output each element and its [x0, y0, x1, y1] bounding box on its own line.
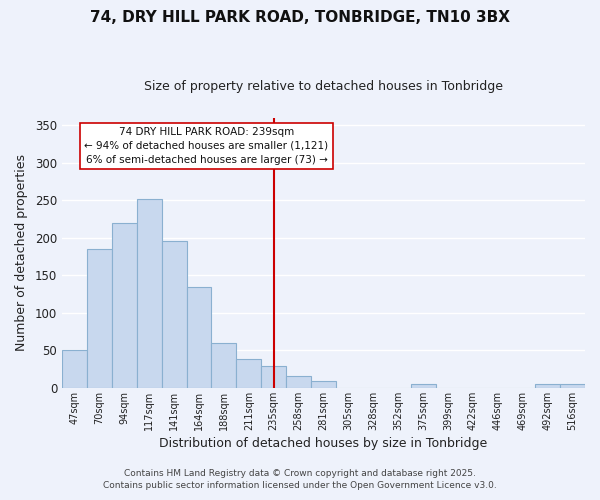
- Text: Contains HM Land Registry data © Crown copyright and database right 2025.
Contai: Contains HM Land Registry data © Crown c…: [103, 468, 497, 490]
- Bar: [112, 223, 137, 388]
- Bar: [137, 199, 161, 388]
- Text: 74, DRY HILL PARK ROAD, TONBRIDGE, TN10 3BX: 74, DRY HILL PARK ROAD, TONBRIDGE, TN10 …: [90, 10, 510, 25]
- Bar: [62, 350, 87, 388]
- Text: 74 DRY HILL PARK ROAD: 239sqm
← 94% of detached houses are smaller (1,121)
6% of: 74 DRY HILL PARK ROAD: 239sqm ← 94% of d…: [85, 127, 329, 165]
- Bar: [535, 384, 560, 388]
- Bar: [211, 343, 236, 388]
- Bar: [87, 249, 112, 388]
- Bar: [236, 358, 261, 388]
- Bar: [410, 384, 436, 388]
- Bar: [187, 286, 211, 388]
- Title: Size of property relative to detached houses in Tonbridge: Size of property relative to detached ho…: [144, 80, 503, 93]
- X-axis label: Distribution of detached houses by size in Tonbridge: Distribution of detached houses by size …: [160, 437, 488, 450]
- Y-axis label: Number of detached properties: Number of detached properties: [15, 154, 28, 352]
- Bar: [161, 241, 187, 388]
- Bar: [286, 376, 311, 388]
- Bar: [311, 381, 336, 388]
- Bar: [560, 384, 585, 388]
- Bar: [261, 366, 286, 388]
